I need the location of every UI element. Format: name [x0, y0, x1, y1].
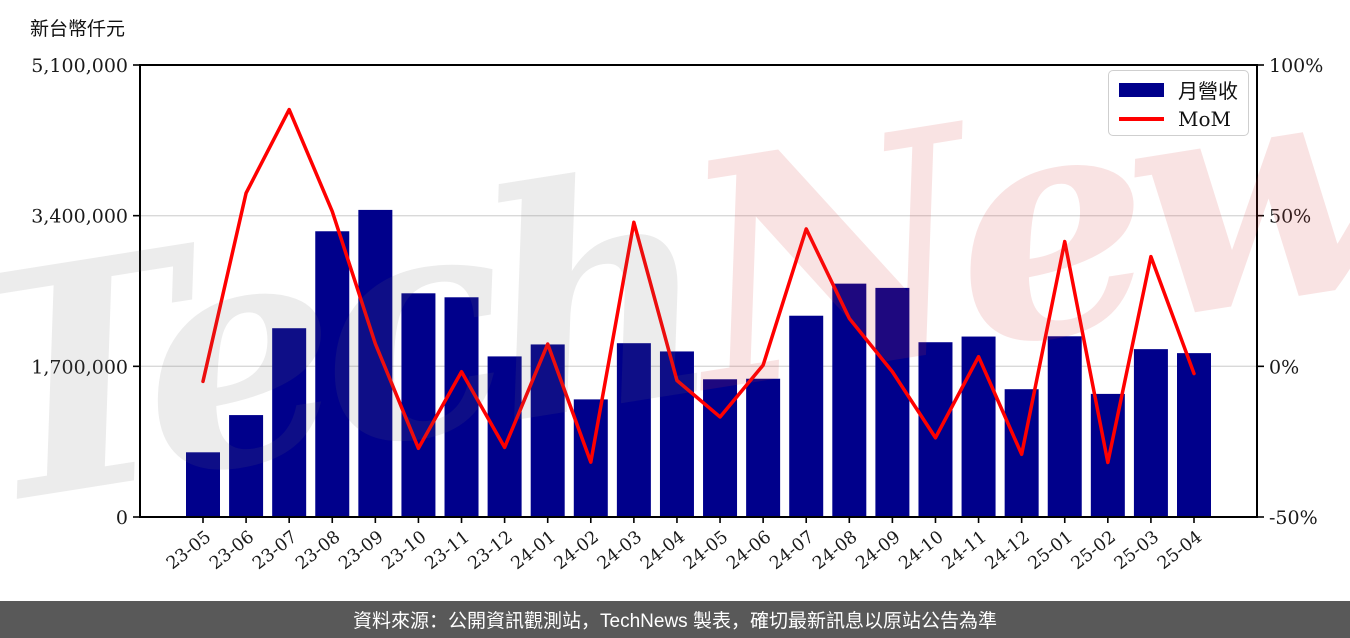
y-axis-unit-title: 新台幣仟元: [30, 18, 126, 40]
revenue-bar-23-07: [272, 328, 307, 517]
x-axis-tick-label-24-04: 24-04: [637, 527, 689, 574]
mom-legend-label: MoM: [1178, 106, 1231, 131]
revenue-legend-label: 月營收: [1178, 79, 1238, 104]
x-axis-tick-label-24-11: 24-11: [939, 527, 991, 574]
legend-item-revenue: 月營收: [1119, 75, 1238, 104]
legend: 月營收 MoM: [1108, 70, 1249, 136]
x-axis-tick-label-25-03: 25-03: [1111, 527, 1163, 574]
x-axis-tick-label-25-04: 25-04: [1154, 527, 1206, 574]
x-axis-tick-label-23-07: 23-07: [249, 527, 301, 574]
revenue-bar-24-06: [746, 378, 781, 517]
left-axis-tick-label: 5,100,000: [31, 55, 128, 77]
x-axis-tick-label-23-06: 23-06: [206, 527, 258, 574]
revenue-bar-24-08: [832, 283, 867, 517]
revenue-bar-24-11: [961, 336, 996, 517]
x-axis-tick-label-24-05: 24-05: [680, 527, 732, 574]
x-axis-tick-label-24-06: 24-06: [723, 527, 775, 574]
revenue-bar-25-03: [1133, 349, 1168, 517]
footer-source-text: 資料來源：公開資訊觀測站，TechNews 製表，確切最新訊息以原站公告為準: [353, 611, 997, 632]
right-axis-tick-label: 0%: [1269, 356, 1299, 378]
revenue-bar-23-09: [358, 209, 393, 517]
right-axis-tick-label: 50%: [1269, 206, 1311, 228]
revenue-bar-25-04: [1177, 353, 1211, 517]
revenue-bar-24-07: [789, 315, 824, 517]
revenue-bar-23-10: [401, 293, 436, 517]
x-axis-tick-label-24-03: 24-03: [594, 527, 646, 574]
revenue-bar-23-06: [229, 415, 264, 517]
footer-bar: 資料來源：公開資訊觀測站，TechNews 製表，確切最新訊息以原站公告為準: [0, 601, 1350, 638]
revenue-bar-23-05: [186, 452, 220, 517]
x-axis-tick-label-24-10: 24-10: [895, 527, 947, 574]
x-axis-tick-label-25-01: 25-01: [1025, 527, 1077, 574]
right-axis-tick-label: -50%: [1269, 507, 1318, 529]
left-axis-tick-label: 0: [116, 507, 128, 529]
x-axis-tick-label-23-10: 23-10: [378, 527, 430, 574]
legend-item-mom: MoM: [1119, 107, 1238, 131]
revenue-bar-25-01: [1047, 336, 1082, 517]
left-axis-tick-label: 1,700,000: [31, 356, 128, 378]
x-axis-tick-label-24-08: 24-08: [809, 527, 861, 574]
mom-line: [201, 107, 1196, 465]
x-axis-tick-label-23-12: 23-12: [465, 527, 517, 574]
x-axis-tick-label-23-11: 23-11: [422, 527, 474, 574]
right-axis-tick-label: 100%: [1269, 55, 1323, 77]
revenue-bar-23-12: [487, 356, 522, 517]
x-axis-tick-label-24-01: 24-01: [508, 527, 560, 574]
x-axis-tick-label-24-12: 24-12: [982, 527, 1034, 574]
x-axis-tick-label-24-02: 24-02: [551, 527, 603, 574]
revenue-bar-23-08: [315, 231, 350, 518]
x-axis-tick-label-23-05: 23-05: [163, 527, 215, 574]
revenue-bar-swatch: [1119, 82, 1164, 97]
revenue-bar-23-11: [444, 297, 479, 517]
revenue-bar-24-03: [616, 343, 651, 517]
left-axis-tick-label: 3,400,000: [31, 206, 128, 228]
x-axis-tick-label-25-02: 25-02: [1068, 527, 1120, 574]
x-axis-tick-label-23-08: 23-08: [292, 527, 344, 574]
revenue-bar-24-10: [918, 342, 953, 517]
x-axis-tick-label-23-09: 23-09: [335, 527, 387, 574]
x-axis-tick-label-24-07: 24-07: [766, 527, 818, 574]
x-axis-tick-label-24-09: 24-09: [852, 527, 904, 574]
mom-line-swatch: [1119, 116, 1164, 121]
plot-border: [139, 64, 1258, 518]
revenue-bar-24-09: [875, 287, 910, 517]
